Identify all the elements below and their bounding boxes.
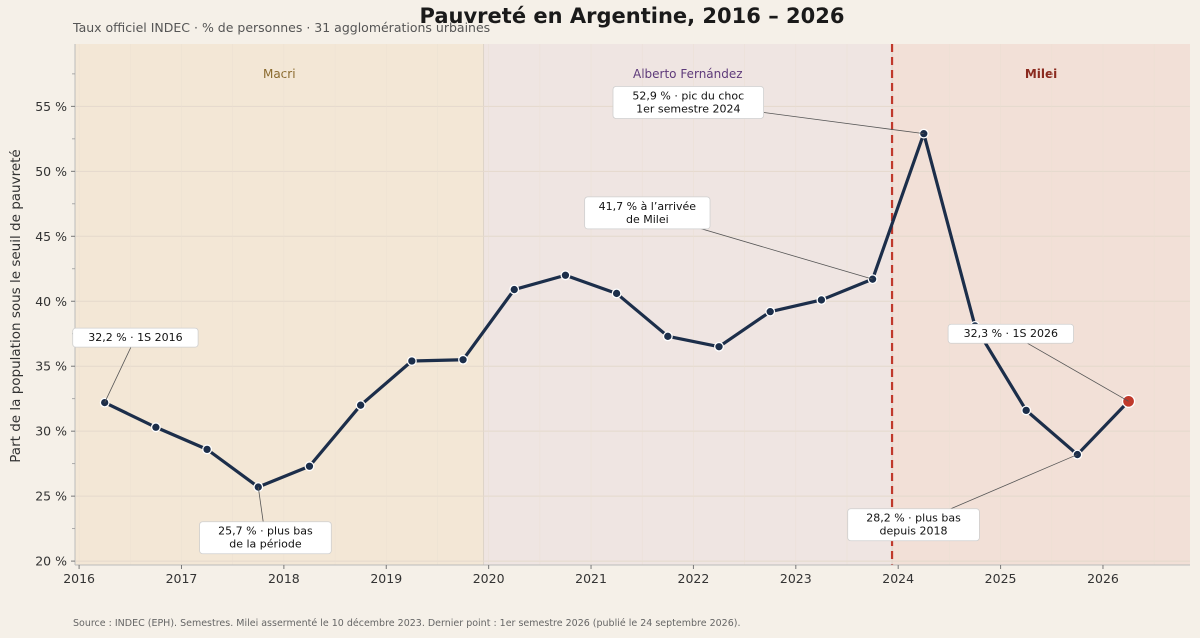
x-tick-label: 2024: [882, 571, 914, 586]
chart-subtitle: Taux officiel INDEC · % de personnes · 3…: [73, 20, 491, 35]
y-tick-label: 35 %: [35, 359, 67, 374]
x-tick-label: 2022: [678, 571, 710, 586]
era-label-1: Alberto Fernández: [633, 67, 743, 81]
y-tick-label: 40 %: [35, 294, 67, 309]
annotation-leader-0: [104, 337, 136, 403]
annotation-box: [199, 521, 332, 555]
annotation-box: [847, 508, 980, 542]
data-point: [1021, 405, 1032, 416]
annotation-text: 1er semestre 2024: [636, 102, 740, 115]
annotation-4: 32,3 % · 1S 2026: [947, 323, 1074, 344]
y-tick-label: 50 %: [35, 164, 67, 179]
annotation-leader-4: [1010, 333, 1129, 402]
chart-title: Pauvreté en Argentine, 2016 – 2026: [419, 4, 845, 28]
data-point: [304, 461, 315, 472]
annotation-text: 28,2 % · plus bas: [866, 512, 961, 525]
era-label-0: Macri: [263, 67, 296, 81]
annotation-text: de la période: [229, 538, 302, 551]
x-tick-label: 2021: [575, 571, 607, 586]
era-label-2: Milei: [1025, 67, 1057, 81]
source-note: Source : INDEC (EPH). Semestres. Milei a…: [73, 618, 741, 629]
annotation-box: [72, 327, 199, 348]
annotation-text: 52,9 % · pic du choc: [632, 89, 744, 102]
x-tick-label: 2023: [780, 571, 812, 586]
y-axis-label: Part de la population sous le seuil de p…: [8, 149, 24, 462]
annotation-box: [612, 86, 765, 119]
era-band-2: [892, 44, 1190, 565]
annotation-box: [584, 196, 711, 230]
data-point: [867, 274, 878, 285]
data-point: [150, 422, 161, 433]
data-point: [202, 444, 213, 455]
y-tick-label: 25 %: [35, 489, 67, 504]
data-point: [406, 356, 417, 366]
x-tick-label: 2017: [166, 571, 198, 586]
axes: 20 % 25 % 30 % 35 % 40 % 45 % 50 % 55 % 2016 2017…: [35, 44, 1190, 586]
data-point: [765, 306, 776, 317]
era-bands: Macri Alberto Fernández Milei: [75, 44, 1190, 565]
series-group: [99, 128, 1136, 492]
data-point: [714, 341, 724, 352]
x-tick-label: 2019: [370, 571, 402, 586]
annotation-0: 32,2 % · 1S 2016: [72, 327, 199, 348]
data-point: [611, 288, 622, 299]
y-tick-label: 55 %: [35, 99, 67, 114]
annotation-text: 32,2 % · 1S 2016: [88, 331, 182, 344]
x-tick-label: 2018: [268, 571, 300, 586]
annotation-text: 32,3 % · 1S 2026: [964, 327, 1058, 340]
annotation-text: depuis 2018: [880, 525, 948, 538]
data-point: [458, 354, 468, 365]
era-band-0: [75, 44, 484, 565]
data-point: [560, 270, 571, 281]
annotation-box: [947, 323, 1074, 344]
x-tick-label: 2020: [473, 571, 505, 586]
annotation-text: de Milei: [626, 213, 669, 226]
annotation-text: 25,7 % · plus bas: [218, 525, 313, 538]
data-point: [99, 397, 110, 408]
y-tick-label: 20 %: [35, 554, 67, 569]
era-band-1: [483, 44, 893, 565]
x-tick-label: 2016: [63, 571, 95, 586]
data-point: [509, 284, 520, 295]
x-tick-label: 2025: [985, 571, 1017, 586]
data-point: [355, 400, 366, 411]
y-tick-label: 30 %: [35, 424, 67, 439]
y-tick-label: 45 %: [35, 229, 67, 244]
data-point: [816, 295, 827, 305]
x-tick-label: 2026: [1087, 571, 1119, 586]
annotation-text: 41,7 % à l’arrivée: [599, 200, 697, 213]
data-point: [662, 331, 673, 342]
grid-lines: [75, 44, 1190, 565]
